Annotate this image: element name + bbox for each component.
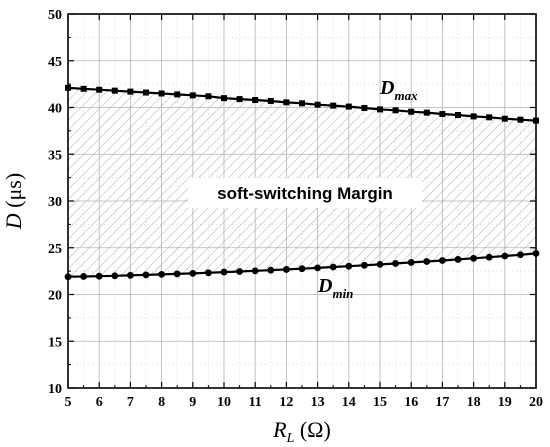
y-tick-label: 35 bbox=[48, 148, 62, 163]
data-point-min bbox=[95, 272, 103, 280]
y-tick-label: 25 bbox=[48, 242, 62, 257]
axis-ticks: 5 6 7 8 9 10 11 12 13 14 15 16 17 18 19 20 10 15 20 25 30 35 4… bbox=[48, 8, 543, 410]
data-point-min bbox=[470, 254, 477, 262]
x-tick-label: 11 bbox=[249, 395, 262, 410]
data-point-max bbox=[236, 96, 243, 103]
data-point-min bbox=[454, 256, 462, 263]
data-point-min bbox=[220, 268, 228, 276]
annotation-label: soft-switching Margin bbox=[217, 184, 393, 203]
data-point-max bbox=[174, 91, 181, 98]
data-point-max bbox=[189, 92, 196, 99]
data-point-max bbox=[111, 87, 118, 94]
data-point-max bbox=[267, 97, 274, 104]
y-tick-label: 50 bbox=[48, 8, 62, 23]
data-point-max bbox=[455, 111, 461, 118]
data-point-max bbox=[283, 99, 290, 106]
x-tick-label: 5 bbox=[65, 395, 72, 410]
data-point-max bbox=[361, 104, 368, 111]
data-point-max bbox=[314, 101, 321, 108]
data-point-min bbox=[407, 259, 415, 266]
x-tick-label: 20 bbox=[529, 395, 543, 410]
data-point-min bbox=[111, 272, 119, 280]
dmax-label: Dmax bbox=[379, 77, 418, 103]
data-point-min bbox=[267, 266, 275, 274]
data-point-max bbox=[439, 111, 446, 118]
data-point-min bbox=[329, 263, 337, 271]
x-tick-label: 13 bbox=[311, 395, 325, 410]
data-point-min bbox=[205, 269, 212, 277]
data-point-max bbox=[143, 89, 149, 96]
y-tick-label: 15 bbox=[48, 335, 62, 350]
data-point-min bbox=[314, 264, 321, 272]
data-point-max bbox=[501, 115, 508, 122]
data-point-min bbox=[158, 270, 166, 278]
x-tick-label: 15 bbox=[373, 395, 387, 410]
y-tick-label: 20 bbox=[48, 289, 62, 304]
data-point-max bbox=[377, 106, 383, 113]
x-tick-label: 7 bbox=[127, 395, 134, 410]
data-point-min bbox=[392, 260, 399, 267]
data-point-max bbox=[221, 95, 227, 102]
data-point-min bbox=[251, 267, 259, 275]
data-point-max bbox=[252, 97, 259, 104]
data-point-min bbox=[361, 261, 368, 269]
x-axis-label: RL (Ω) bbox=[272, 417, 331, 446]
x-tick-label: 17 bbox=[435, 395, 449, 410]
y-tick-label: 10 bbox=[48, 382, 62, 397]
data-point-min bbox=[283, 266, 290, 273]
y-tick-label: 45 bbox=[48, 55, 62, 70]
data-point-min bbox=[298, 265, 306, 273]
y-axis-label: D (μs) bbox=[1, 173, 26, 230]
data-point-max bbox=[392, 107, 399, 114]
data-point-max bbox=[345, 103, 352, 110]
data-point-max bbox=[470, 113, 477, 120]
x-tick-label: 10 bbox=[217, 395, 231, 410]
data-point-min bbox=[423, 258, 431, 265]
x-tick-label: 6 bbox=[96, 395, 103, 410]
data-point-min bbox=[345, 262, 353, 270]
data-point-min bbox=[236, 268, 244, 275]
data-point-min bbox=[142, 271, 150, 279]
data-point-max bbox=[80, 85, 87, 92]
x-tick-label: 14 bbox=[342, 395, 356, 410]
x-tick-label: 16 bbox=[404, 395, 418, 410]
data-point-min bbox=[189, 269, 197, 277]
data-point-min bbox=[501, 252, 509, 260]
x-tick-label: 9 bbox=[189, 395, 196, 410]
data-point-max bbox=[127, 88, 134, 95]
data-point-max bbox=[158, 90, 165, 97]
x-tick-label: 12 bbox=[279, 395, 293, 410]
data-point-max bbox=[517, 116, 524, 123]
series-layer bbox=[64, 84, 540, 281]
y-tick-label: 30 bbox=[48, 195, 62, 210]
dmin-label: Dmin bbox=[317, 275, 353, 301]
data-point-min bbox=[376, 260, 384, 268]
data-point-max bbox=[205, 93, 212, 100]
data-point-max bbox=[330, 102, 337, 109]
x-tick-label: 18 bbox=[467, 395, 481, 410]
x-tick-label: 19 bbox=[498, 395, 512, 410]
y-tick-label: 40 bbox=[48, 102, 62, 117]
data-point-max bbox=[408, 108, 415, 115]
data-point-min bbox=[439, 257, 446, 264]
data-point-min bbox=[126, 271, 134, 279]
data-point-min bbox=[485, 253, 493, 261]
annotation-background bbox=[188, 178, 422, 208]
data-point-max bbox=[486, 114, 493, 121]
data-point-min bbox=[173, 270, 181, 278]
data-point-min bbox=[517, 251, 524, 259]
data-point-max bbox=[299, 100, 305, 107]
data-point-max bbox=[96, 86, 103, 93]
x-tick-label: 8 bbox=[158, 395, 165, 410]
data-point-min bbox=[80, 273, 87, 280]
data-point-max bbox=[423, 109, 430, 116]
